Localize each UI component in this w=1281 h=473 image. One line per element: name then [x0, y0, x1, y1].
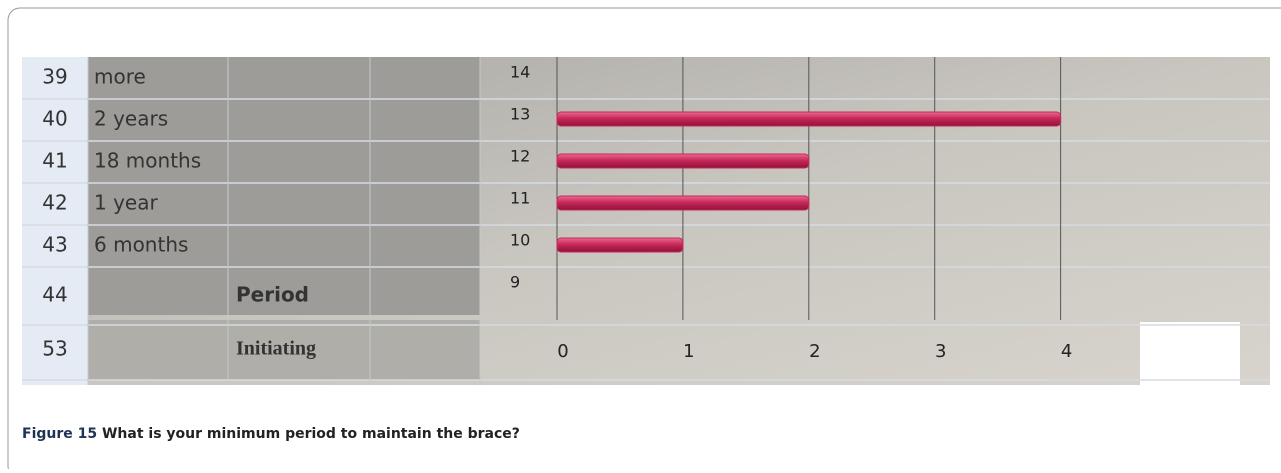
cell-text: 6 months — [94, 233, 188, 257]
bar — [556, 111, 1062, 127]
cell-text: 18 months — [94, 149, 201, 173]
caption: Figure 15 What is your minimum period to… — [22, 426, 520, 442]
row-number: 42 — [42, 191, 67, 215]
row-number: 44 — [42, 283, 67, 307]
cell-text: Initiating — [236, 338, 316, 360]
x-tick-label: 4 — [1061, 341, 1072, 362]
y-tick-label: 9 — [510, 273, 520, 292]
x-tick-label: 1 — [683, 341, 694, 362]
bar — [556, 153, 810, 169]
row-number: 40 — [42, 107, 67, 131]
row-number: 39 — [42, 65, 67, 89]
y-tick-label: 14 — [510, 63, 530, 82]
x-tick-label: 3 — [935, 341, 946, 362]
row-number: 43 — [42, 233, 67, 257]
cell-area — [88, 57, 480, 315]
cell-text: 1 year — [94, 191, 158, 215]
cell-text: 2 years — [94, 107, 168, 131]
x-tick-label: 0 — [557, 341, 568, 362]
x-tick-label: 2 — [809, 341, 820, 362]
caption-text: What is your minimum period to maintain … — [102, 426, 520, 442]
caption-label: Figure 15 — [22, 426, 97, 442]
frame — [7, 7, 1281, 473]
y-tick-label: 13 — [510, 105, 530, 124]
cell-text: Period — [236, 283, 309, 307]
row-number: 41 — [42, 149, 67, 173]
cell-area — [88, 320, 480, 380]
bar — [556, 237, 684, 253]
cell-text: more — [94, 65, 146, 89]
y-tick-label: 11 — [510, 189, 530, 208]
blank-box — [1140, 322, 1240, 385]
bar — [556, 195, 810, 211]
y-tick-label: 12 — [510, 147, 530, 166]
row-header-column — [22, 57, 88, 385]
row-number: 53 — [42, 337, 67, 361]
y-tick-label: 10 — [510, 231, 530, 250]
